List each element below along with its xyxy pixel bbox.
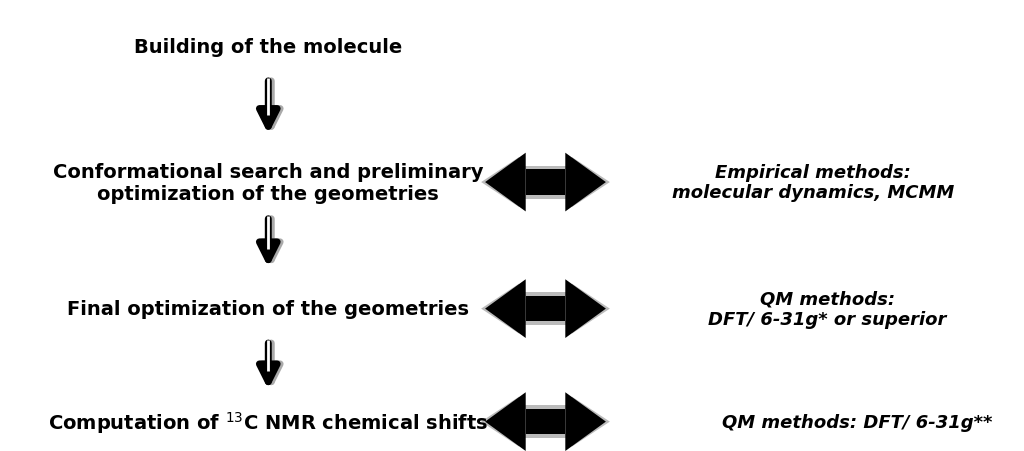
- Polygon shape: [517, 293, 574, 325]
- Polygon shape: [481, 158, 519, 207]
- Text: Empirical methods:
molecular dynamics, MCMM: Empirical methods: molecular dynamics, M…: [672, 163, 954, 202]
- Polygon shape: [481, 397, 519, 446]
- Polygon shape: [572, 284, 610, 334]
- Text: Building of the molecule: Building of the molecule: [134, 38, 402, 57]
- Polygon shape: [565, 280, 606, 338]
- Polygon shape: [572, 158, 610, 207]
- Text: Computation of $^{13}$C NMR chemical shifts: Computation of $^{13}$C NMR chemical shi…: [48, 409, 488, 435]
- Polygon shape: [517, 405, 574, 438]
- Polygon shape: [565, 392, 606, 451]
- Polygon shape: [485, 392, 525, 451]
- Polygon shape: [525, 170, 565, 195]
- Polygon shape: [525, 409, 565, 434]
- Polygon shape: [485, 280, 525, 338]
- Polygon shape: [485, 153, 525, 212]
- Text: QM methods: DFT/ 6-31g**: QM methods: DFT/ 6-31g**: [722, 413, 992, 431]
- Polygon shape: [572, 397, 610, 446]
- Text: QM methods:
DFT/ 6-31g* or superior: QM methods: DFT/ 6-31g* or superior: [709, 290, 947, 328]
- Polygon shape: [517, 166, 574, 199]
- Polygon shape: [525, 296, 565, 322]
- Text: Final optimization of the geometries: Final optimization of the geometries: [68, 299, 469, 318]
- Text: Conformational search and preliminary
optimization of the geometries: Conformational search and preliminary op…: [53, 162, 483, 203]
- Polygon shape: [565, 153, 606, 212]
- Polygon shape: [481, 284, 519, 334]
